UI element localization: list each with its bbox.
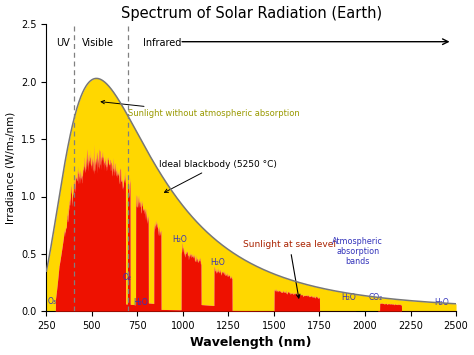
Text: Infrared: Infrared [143, 38, 181, 48]
X-axis label: Wavelength (nm): Wavelength (nm) [191, 337, 312, 349]
Text: UV: UV [56, 38, 70, 48]
Text: H₂O: H₂O [172, 235, 187, 244]
Text: Atmospheric
absorption
bands: Atmospheric absorption bands [332, 237, 383, 267]
Text: O₂: O₂ [123, 273, 132, 282]
Text: Sunlight without atmospheric absorption: Sunlight without atmospheric absorption [101, 100, 300, 119]
Text: Visible: Visible [82, 38, 114, 48]
Text: H₂O: H₂O [341, 293, 356, 302]
Text: Ideal blackbody (5250 °C): Ideal blackbody (5250 °C) [159, 160, 277, 192]
Text: H₂O: H₂O [434, 299, 449, 307]
Text: H₂O: H₂O [210, 258, 225, 267]
Title: Spectrum of Solar Radiation (Earth): Spectrum of Solar Radiation (Earth) [121, 6, 382, 21]
Text: O₃: O₃ [47, 297, 56, 306]
Text: CO₂: CO₂ [369, 293, 383, 302]
Text: H₂O: H₂O [134, 299, 148, 307]
Text: Sunlight at sea level: Sunlight at sea level [243, 240, 336, 298]
Y-axis label: Irradiance (W/m₂/nm): Irradiance (W/m₂/nm) [6, 112, 16, 224]
